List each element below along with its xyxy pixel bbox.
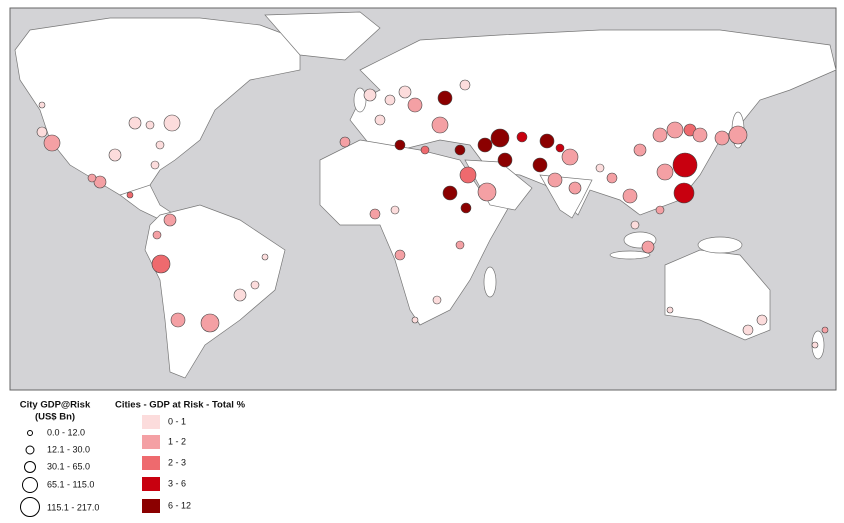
north-america [14, 17, 301, 201]
legend-label: 3 - 6 [168, 478, 186, 488]
legend-symbol [24, 461, 36, 473]
java [609, 250, 651, 260]
uk [353, 87, 367, 113]
world-map [9, 7, 837, 391]
legend-label: 0 - 1 [168, 416, 186, 426]
legend-label: 115.1 - 217.0 [47, 502, 99, 512]
new-guinea [697, 236, 743, 254]
greenland [264, 11, 381, 61]
africa [319, 139, 511, 326]
legend-label: 0.0 - 12.0 [47, 427, 85, 437]
legend-label: 6 - 12 [168, 500, 191, 510]
legend-swatch [142, 477, 160, 491]
legend-title: City GDP@Risk [20, 400, 91, 411]
legend-title: Cities - GDP at Risk - Total % [115, 400, 246, 411]
size-legend: City GDP@Risk (US$ Bn) 0.0 - 12.0 12.1 -… [20, 400, 99, 517]
legend-title: (US$ Bn) [35, 412, 75, 423]
legend-swatch [142, 456, 160, 470]
legend-swatch [142, 499, 160, 513]
legend-swatch [142, 415, 160, 429]
legend-label: 2 - 3 [168, 457, 186, 467]
legend-symbol [27, 430, 33, 436]
legend-symbol [25, 445, 35, 455]
city-bubbles [36, 79, 829, 349]
legend-label: 1 - 2 [168, 436, 186, 446]
legend-symbol [22, 477, 38, 493]
legend-label: 30.1 - 65.0 [47, 461, 90, 471]
south-america [144, 204, 286, 379]
legend-swatch [142, 435, 160, 449]
legend-label: 12.1 - 30.0 [47, 444, 90, 454]
madagascar [483, 266, 497, 298]
legend-label: 65.1 - 115.0 [47, 479, 94, 489]
legend-symbol [20, 497, 40, 517]
color-legend: Cities - GDP at Risk - Total % 0 - 1 1 -… [115, 400, 246, 513]
